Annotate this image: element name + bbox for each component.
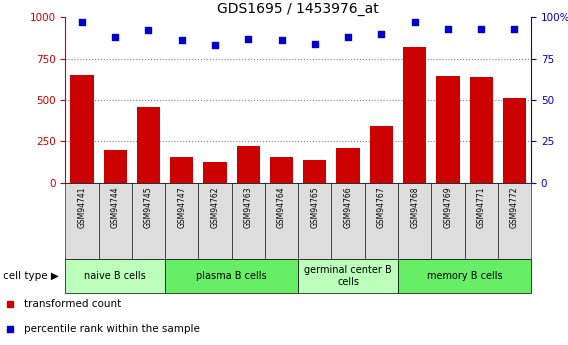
Text: transformed count: transformed count <box>24 299 121 309</box>
Bar <box>137 107 160 183</box>
Text: plasma B cells: plasma B cells <box>197 271 267 281</box>
Bar <box>170 157 193 183</box>
Text: GSM94762: GSM94762 <box>211 187 219 228</box>
Bar <box>65 183 99 259</box>
Point <box>177 38 186 43</box>
Text: GSM94763: GSM94763 <box>244 187 253 228</box>
Bar <box>298 183 332 259</box>
Bar <box>270 157 293 183</box>
Bar <box>398 183 431 259</box>
Text: GSM94765: GSM94765 <box>310 187 319 228</box>
Point <box>277 38 286 43</box>
Bar <box>470 77 493 183</box>
Bar <box>336 148 360 183</box>
Point <box>410 19 419 25</box>
Bar <box>103 150 127 183</box>
Text: GSM94768: GSM94768 <box>410 187 419 228</box>
Bar <box>436 76 460 183</box>
Point <box>510 26 519 32</box>
Bar <box>465 183 498 259</box>
Point <box>144 28 153 33</box>
Bar <box>232 183 265 259</box>
Text: GSM94764: GSM94764 <box>277 187 286 228</box>
Text: germinal center B
cells: germinal center B cells <box>304 265 392 287</box>
Text: GSM94741: GSM94741 <box>77 187 86 228</box>
Bar <box>203 162 227 183</box>
Text: GSM94769: GSM94769 <box>444 187 452 228</box>
Point <box>77 19 86 25</box>
Text: memory B cells: memory B cells <box>427 271 502 281</box>
Bar <box>99 183 132 259</box>
Text: GSM94744: GSM94744 <box>111 187 120 228</box>
Bar <box>503 98 526 183</box>
Point <box>111 34 120 40</box>
Point <box>244 36 253 41</box>
Bar <box>431 183 465 259</box>
Text: GSM94745: GSM94745 <box>144 187 153 228</box>
Text: percentile rank within the sample: percentile rank within the sample <box>24 324 200 334</box>
Point <box>377 31 386 37</box>
Bar <box>237 146 260 183</box>
Bar <box>498 183 531 259</box>
Bar <box>370 126 393 183</box>
Bar <box>165 183 198 259</box>
Bar <box>365 183 398 259</box>
Point <box>444 26 453 32</box>
Text: GSM94766: GSM94766 <box>344 187 353 228</box>
Text: GSM94747: GSM94747 <box>177 187 186 228</box>
Text: GSM94771: GSM94771 <box>477 187 486 228</box>
Title: GDS1695 / 1453976_at: GDS1695 / 1453976_at <box>218 2 379 16</box>
Bar <box>265 183 298 259</box>
Point <box>310 41 319 47</box>
Text: GSM94772: GSM94772 <box>510 187 519 228</box>
Bar <box>65 259 165 293</box>
Text: cell type ▶: cell type ▶ <box>3 271 59 281</box>
Text: GSM94767: GSM94767 <box>377 187 386 228</box>
Bar <box>303 160 327 183</box>
Bar <box>332 183 365 259</box>
Bar <box>70 75 94 183</box>
Text: naive B cells: naive B cells <box>84 271 146 281</box>
Bar <box>398 259 531 293</box>
Bar <box>132 183 165 259</box>
Bar <box>403 47 426 183</box>
Point <box>477 26 486 32</box>
Bar <box>165 259 298 293</box>
Bar <box>198 183 232 259</box>
Point <box>211 43 220 48</box>
Bar <box>298 259 398 293</box>
Point <box>344 34 353 40</box>
